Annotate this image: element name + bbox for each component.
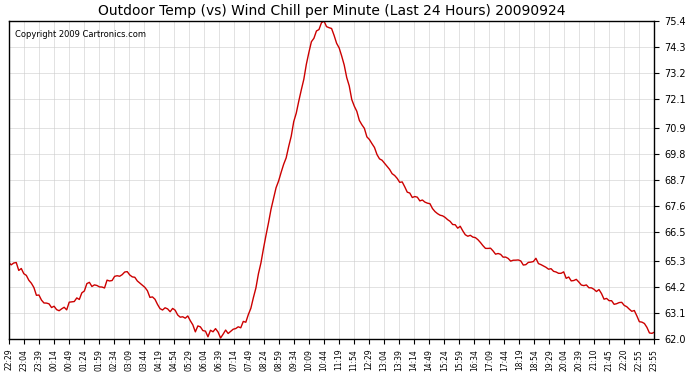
Text: Copyright 2009 Cartronics.com: Copyright 2009 Cartronics.com xyxy=(15,30,146,39)
Title: Outdoor Temp (vs) Wind Chill per Minute (Last 24 Hours) 20090924: Outdoor Temp (vs) Wind Chill per Minute … xyxy=(98,4,565,18)
